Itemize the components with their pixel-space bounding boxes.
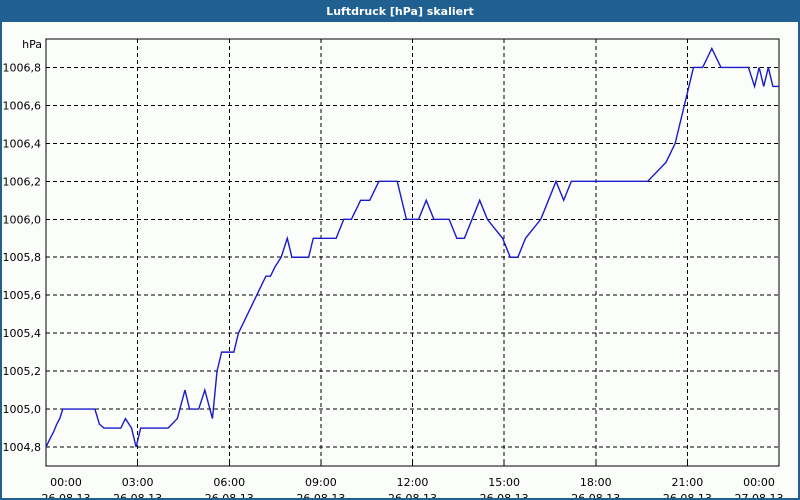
x-tick-label: 03:00	[122, 476, 154, 489]
x-tick-date-label: 26.08.13	[296, 492, 345, 498]
x-tick-date-label: 26.08.13	[205, 492, 254, 498]
y-tick-label: 1006,2	[3, 175, 42, 188]
pressure-line-chart: hPa 1004,8 1005,0 1005,2 1005,4 1005,6 1005,8…	[3, 38, 784, 498]
x-tick-date-label: 26.08.13	[480, 492, 529, 498]
x-tick-label: 00:00	[743, 476, 775, 489]
y-axis-ticks-group: 1004,8 1005,0 1005,2 1005,4 1005,6 1005,8 1006…	[3, 61, 42, 454]
y-tick-label: 1006,4	[3, 137, 42, 150]
plot-border	[45, 38, 780, 467]
y-tick-label: 1005,8	[3, 251, 42, 264]
y-axis-title: hPa	[22, 38, 42, 51]
y-tick-label: 1005,6	[3, 289, 42, 302]
series-line	[45, 46, 779, 448]
x-tick-label: 00:00	[50, 476, 82, 489]
x-tick-date-label: 26.08.13	[113, 492, 162, 498]
x-tick-label: 21:00	[672, 476, 704, 489]
y-tick-label: 1005,0	[3, 403, 42, 416]
x-tick-label: 06:00	[213, 476, 245, 489]
chart-canvas: hPa 1004,8 1005,0 1005,2 1005,4 1005,6 1005,8…	[2, 22, 798, 498]
y-tick-label: 1005,2	[3, 365, 42, 378]
x-tick-date-label: 26.08.13	[571, 492, 620, 498]
x-tick-label: 09:00	[305, 476, 337, 489]
x-tick-date-label: 26.08.13	[663, 492, 712, 498]
data-series-group	[45, 46, 779, 448]
y-tick-label: 1004,8	[3, 441, 42, 454]
x-axis-ticks-group: 00:00 26.08.13 03:00 26.08.13 06:00 26.08.13 0…	[42, 476, 784, 498]
x-tick-date-label: 26.08.13	[388, 492, 437, 498]
x-tick-label: 12:00	[397, 476, 429, 489]
x-tick-date-label: 27.08.13	[735, 492, 784, 498]
y-tick-label: 1006,0	[3, 213, 42, 226]
gridlines-group	[45, 39, 780, 466]
y-tick-label: 1006,6	[3, 99, 42, 112]
window-title: Luftdruck [hPa] skaliert	[2, 2, 798, 22]
y-axis-title-group: hPa	[22, 38, 42, 51]
y-tick-label: 1005,4	[3, 327, 42, 340]
x-tick-label: 15:00	[488, 476, 520, 489]
plot-frame	[45, 38, 780, 467]
x-tick-label: 18:00	[580, 476, 612, 489]
y-tick-label: 1006,8	[3, 61, 42, 74]
x-tick-date-label: 26.08.13	[42, 492, 91, 498]
